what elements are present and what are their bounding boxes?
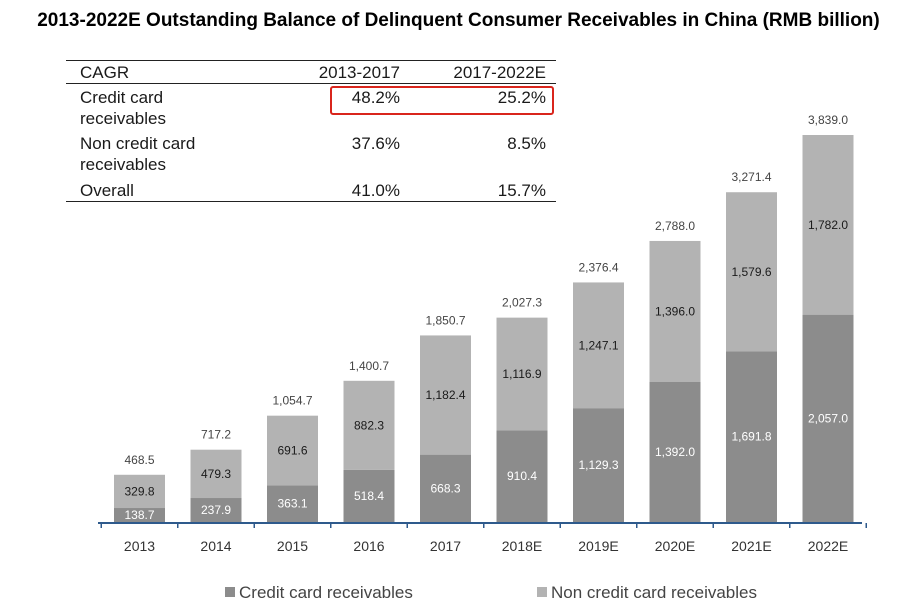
data-label-total: 468.5 [124, 453, 154, 467]
cagr-row-label: Overall [80, 181, 134, 200]
x-tick-label: 2016 [353, 538, 384, 554]
cagr-value-2013-2017: 41.0% [351, 181, 400, 200]
legend-swatch-non-credit-card [537, 587, 547, 597]
data-label-total: 3,271.4 [731, 170, 771, 184]
cagr-value-2017-2022e: 8.5% [507, 134, 546, 153]
bar-credit-card [496, 430, 548, 522]
cagr-header-period-1: 2013-2017 [318, 63, 400, 82]
bar-credit-card [420, 454, 471, 522]
data-label-credit-card: 1,392.0 [655, 445, 695, 459]
data-label-credit-card: 1,691.8 [731, 430, 771, 444]
bar-credit-card [343, 469, 395, 522]
x-tick-label: 2013 [124, 538, 155, 554]
legend-swatch-credit-card [225, 587, 235, 597]
bar-credit-card [726, 351, 777, 522]
bar-non-credit-card [190, 449, 242, 499]
data-label-credit-card: 910.4 [507, 469, 537, 483]
data-label-total: 717.2 [201, 428, 231, 442]
bar-non-credit-card [496, 317, 548, 431]
data-label-total: 3,839.0 [808, 113, 848, 127]
data-label-total: 1,400.7 [349, 359, 389, 373]
bar-credit-card [114, 508, 165, 522]
x-tick-label: 2021E [731, 538, 771, 554]
data-label-total: 2,376.4 [578, 260, 618, 274]
legend-item-credit-card: Credit card receivables [225, 583, 413, 603]
bar-credit-card [649, 381, 701, 522]
legend-label-credit-card: Credit card receivables [239, 583, 413, 602]
cagr-row-label-line-2: receivables [80, 155, 166, 174]
data-label-non-credit-card: 1,116.9 [502, 367, 541, 381]
bar-non-credit-card [573, 282, 624, 409]
bar-credit-card [573, 408, 624, 522]
data-label-total: 2,027.3 [502, 296, 542, 310]
cagr-row-label-line-1: Credit card [80, 88, 164, 107]
data-label-credit-card: 363.1 [277, 497, 307, 511]
data-label-non-credit-card: 1,579.6 [731, 265, 771, 279]
x-tick-label: 2020E [655, 538, 695, 554]
cagr-value-2017-2022e: 15.7% [497, 181, 546, 200]
data-label-non-credit-card: 1,396.0 [655, 304, 695, 318]
data-label-total: 1,850.7 [425, 313, 465, 327]
data-label-credit-card: 138.7 [124, 508, 154, 522]
data-label-credit-card: 518.4 [354, 489, 384, 503]
data-label-non-credit-card: 329.8 [124, 484, 154, 498]
cagr-row-label-line-1: Non credit card [80, 134, 196, 153]
legend-label-non-credit-card: Non credit card receivables [551, 583, 757, 602]
x-tick-label: 2018E [502, 538, 542, 554]
cagr-row-label-line-2: receivables [80, 109, 166, 128]
bar-non-credit-card [420, 335, 471, 455]
data-label-credit-card: 668.3 [430, 481, 460, 495]
bar-non-credit-card [802, 135, 854, 315]
x-tick-label: 2014 [200, 538, 231, 554]
cagr-header-period-2: 2017-2022E [453, 63, 546, 82]
cagr-value-2013-2017: 48.2% [351, 88, 400, 107]
cagr-value-2017-2022e: 25.2% [497, 88, 546, 107]
data-label-non-credit-card: 1,182.4 [425, 388, 465, 402]
x-tick-label: 2015 [277, 538, 308, 554]
bar-credit-card [802, 314, 854, 522]
x-tick-label: 2017 [430, 538, 461, 554]
data-label-total: 1,054.7 [272, 394, 312, 408]
x-tick-label: 2019E [578, 538, 618, 554]
data-label-credit-card: 237.9 [201, 503, 231, 517]
bar-non-credit-card [267, 415, 318, 486]
data-label-total: 2,788.0 [655, 219, 695, 233]
data-label-non-credit-card: 691.6 [277, 444, 307, 458]
bar-credit-card [267, 485, 318, 522]
bar-non-credit-card [726, 192, 777, 352]
data-label-non-credit-card: 1,247.1 [578, 338, 618, 352]
table-bottom-rule [66, 201, 556, 202]
cagr-value-2013-2017: 37.6% [351, 134, 400, 153]
data-label-credit-card: 2,057.0 [808, 411, 848, 425]
table-top-rule [66, 60, 556, 61]
bar-non-credit-card [114, 474, 165, 509]
cagr-header-label: CAGR [80, 63, 130, 82]
credit-card-cagr-highlight-box [330, 86, 554, 115]
data-label-non-credit-card: 882.3 [354, 418, 384, 432]
data-label-non-credit-card: 479.3 [201, 467, 231, 481]
bar-non-credit-card [343, 380, 395, 470]
x-tick-label: 2022E [808, 538, 848, 554]
legend-item-non-credit-card: Non credit card receivables [537, 583, 757, 603]
chart-title: 2013-2022E Outstanding Balance of Delinq… [37, 10, 880, 31]
data-label-credit-card: 1,129.3 [578, 458, 618, 472]
bar-non-credit-card [649, 240, 701, 382]
table-header-rule [66, 83, 556, 84]
bar-credit-card [190, 498, 242, 522]
data-label-non-credit-card: 1,782.0 [808, 218, 848, 232]
